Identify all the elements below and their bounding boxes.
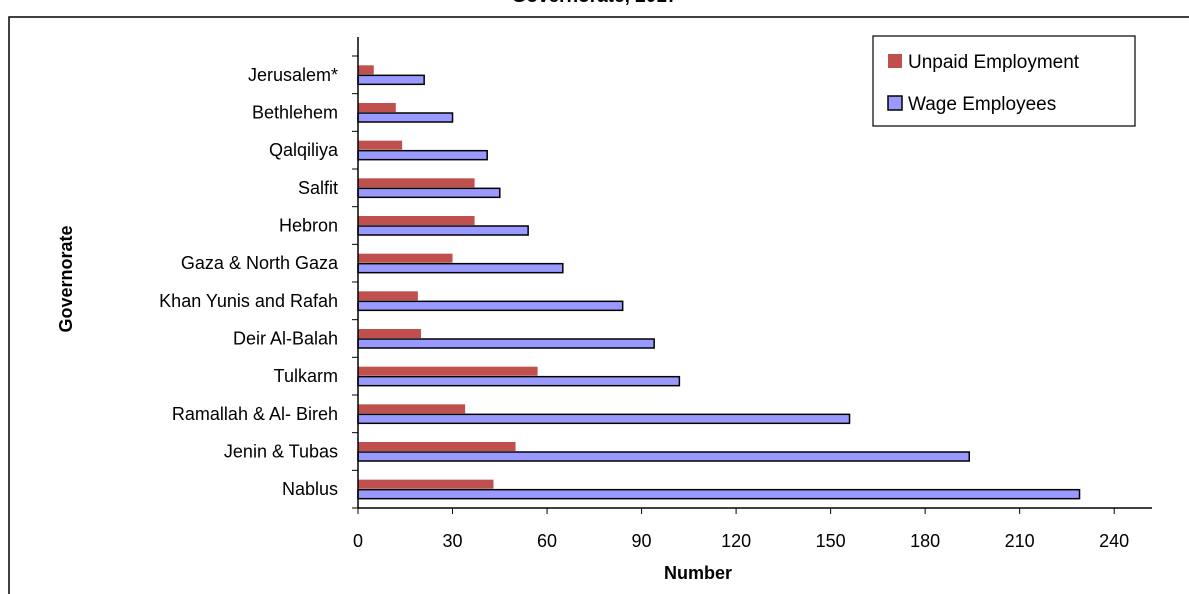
category-label: Deir Al-Balah <box>233 329 338 349</box>
category-label: Gaza & North Gaza <box>181 253 339 273</box>
category-label: Jenin & Tubas <box>224 442 338 462</box>
bar-unpaid-employment <box>358 178 475 188</box>
bar-wage-employees <box>357 225 529 236</box>
bar-wage-employees <box>357 375 681 387</box>
legend-swatch <box>887 95 903 111</box>
bars-layer <box>357 65 1081 500</box>
x-tick-label: 60 <box>537 531 557 551</box>
legend-label: Wage Employees <box>908 94 1056 115</box>
bar-wage-employees <box>357 413 851 425</box>
category-label: Tulkarm <box>274 366 338 386</box>
x-tick-label: 150 <box>816 531 846 551</box>
x-tick-label: 240 <box>1099 531 1129 551</box>
legend-box <box>872 35 1136 127</box>
bar-unpaid-employment <box>358 216 475 225</box>
category-label: Hebron <box>279 216 338 236</box>
category-label: Khan Yunis and Rafah <box>159 291 338 311</box>
x-tick-label: 90 <box>632 531 652 551</box>
bar-unpaid-employment <box>358 65 374 75</box>
bar-wage-employees <box>357 488 1081 500</box>
bar-unpaid-employment <box>358 404 466 414</box>
bar-wage-employees <box>357 187 501 199</box>
bar-unpaid-employment <box>358 253 453 263</box>
bar-wage-employees <box>357 262 564 274</box>
x-tick-label: 180 <box>910 531 940 551</box>
bar-unpaid-employment <box>358 291 418 301</box>
labels-layer: Jerusalem* Bethlehem Qalqiliya Salfit Hebron… <box>159 65 1129 551</box>
y-axis-title: Governorate <box>56 225 76 332</box>
x-tick-label: 120 <box>721 531 751 551</box>
legend-label: Unpaid Employment <box>908 52 1080 73</box>
ticks-layer <box>352 55 1115 514</box>
category-label: Ramallah & Al- Bireh <box>172 404 338 424</box>
bar-wage-employees <box>357 112 454 123</box>
bar-wage-employees <box>357 451 971 462</box>
legend: Unpaid Employment Wage Employees <box>872 35 1136 127</box>
x-axis-title: Number <box>664 563 732 583</box>
bar-unpaid-employment <box>358 103 396 112</box>
category-label: Nablus <box>282 479 338 499</box>
category-label: Salfit <box>298 178 338 198</box>
bar-wage-employees <box>357 149 488 161</box>
category-label: Qalqiliya <box>269 140 339 160</box>
bar-unpaid-employment <box>358 329 422 338</box>
bar-wage-employees <box>357 74 425 86</box>
bar-unpaid-employment <box>358 442 516 451</box>
x-tick-label: 30 <box>443 531 463 551</box>
chart-frame <box>8 16 1189 594</box>
x-tick-label: 0 <box>353 531 363 551</box>
x-tick-label: 210 <box>1005 531 1035 551</box>
bar-wage-employees <box>357 300 624 312</box>
category-label: Jerusalem* <box>248 65 338 85</box>
bar-unpaid-employment <box>358 140 403 150</box>
chart-title: Governorate, 2017 <box>0 0 1189 8</box>
bar-unpaid-employment <box>358 479 494 489</box>
bar-unpaid-employment <box>358 366 538 376</box>
category-label: Bethlehem <box>252 103 338 123</box>
legend-swatch <box>888 54 902 68</box>
bar-wage-employees <box>357 338 655 349</box>
